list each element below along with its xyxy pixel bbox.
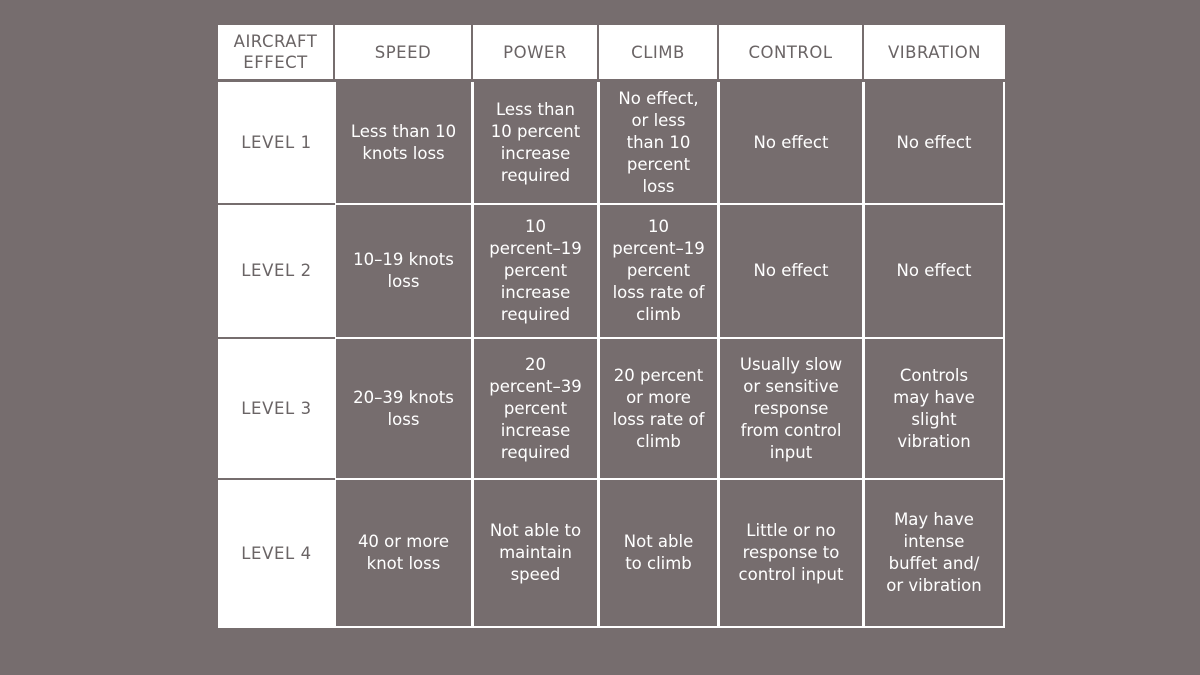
table-cell: Less than 10 percent increase required <box>473 82 599 205</box>
table-cell: Usually slow or sensitive response from … <box>719 339 864 480</box>
table-cell: No effect <box>719 82 864 205</box>
table-cell: Less than 10 knots loss <box>335 82 473 205</box>
table-cell: 20 percent or more loss rate of climb <box>599 339 719 480</box>
table-cell: 10 percent–19 percent loss rate of climb <box>599 205 719 339</box>
table-cell: 10 percent–19 percent increase required <box>473 205 599 339</box>
row-header-level-1: LEVEL 1 <box>218 82 335 205</box>
table-cell: No effect, or less than 10 percent loss <box>599 82 719 205</box>
column-header-vibration: VIBRATION <box>864 25 1005 82</box>
table-cell: Not able to climb <box>599 480 719 628</box>
row-header-level-2: LEVEL 2 <box>218 205 335 339</box>
column-header-power: POWER <box>473 25 599 82</box>
table-cell: No effect <box>719 205 864 339</box>
table-cell: Not able to maintain speed <box>473 480 599 628</box>
corner-header: AIRCRAFT EFFECT <box>218 25 335 82</box>
row-header-level-4: LEVEL 4 <box>218 480 335 628</box>
column-header-control: CONTROL <box>719 25 864 82</box>
table-cell: No effect <box>864 82 1005 205</box>
table-cell: Little or no response to control input <box>719 480 864 628</box>
table-cell: 40 or more knot loss <box>335 480 473 628</box>
table-cell: 10–19 knots loss <box>335 205 473 339</box>
table-cell: No effect <box>864 205 1005 339</box>
table-cell: 20–39 knots loss <box>335 339 473 480</box>
icing-effects-table: AIRCRAFT EFFECT SPEED POWER CLIMB CONTRO… <box>218 25 1005 628</box>
column-header-climb: CLIMB <box>599 25 719 82</box>
table-cell: Controls may have slight vibration <box>864 339 1005 480</box>
row-header-level-3: LEVEL 3 <box>218 339 335 480</box>
table-cell: 20 percent–39 percent increase required <box>473 339 599 480</box>
column-header-speed: SPEED <box>335 25 473 82</box>
table-cell: May have intense buffet and/ or vibratio… <box>864 480 1005 628</box>
